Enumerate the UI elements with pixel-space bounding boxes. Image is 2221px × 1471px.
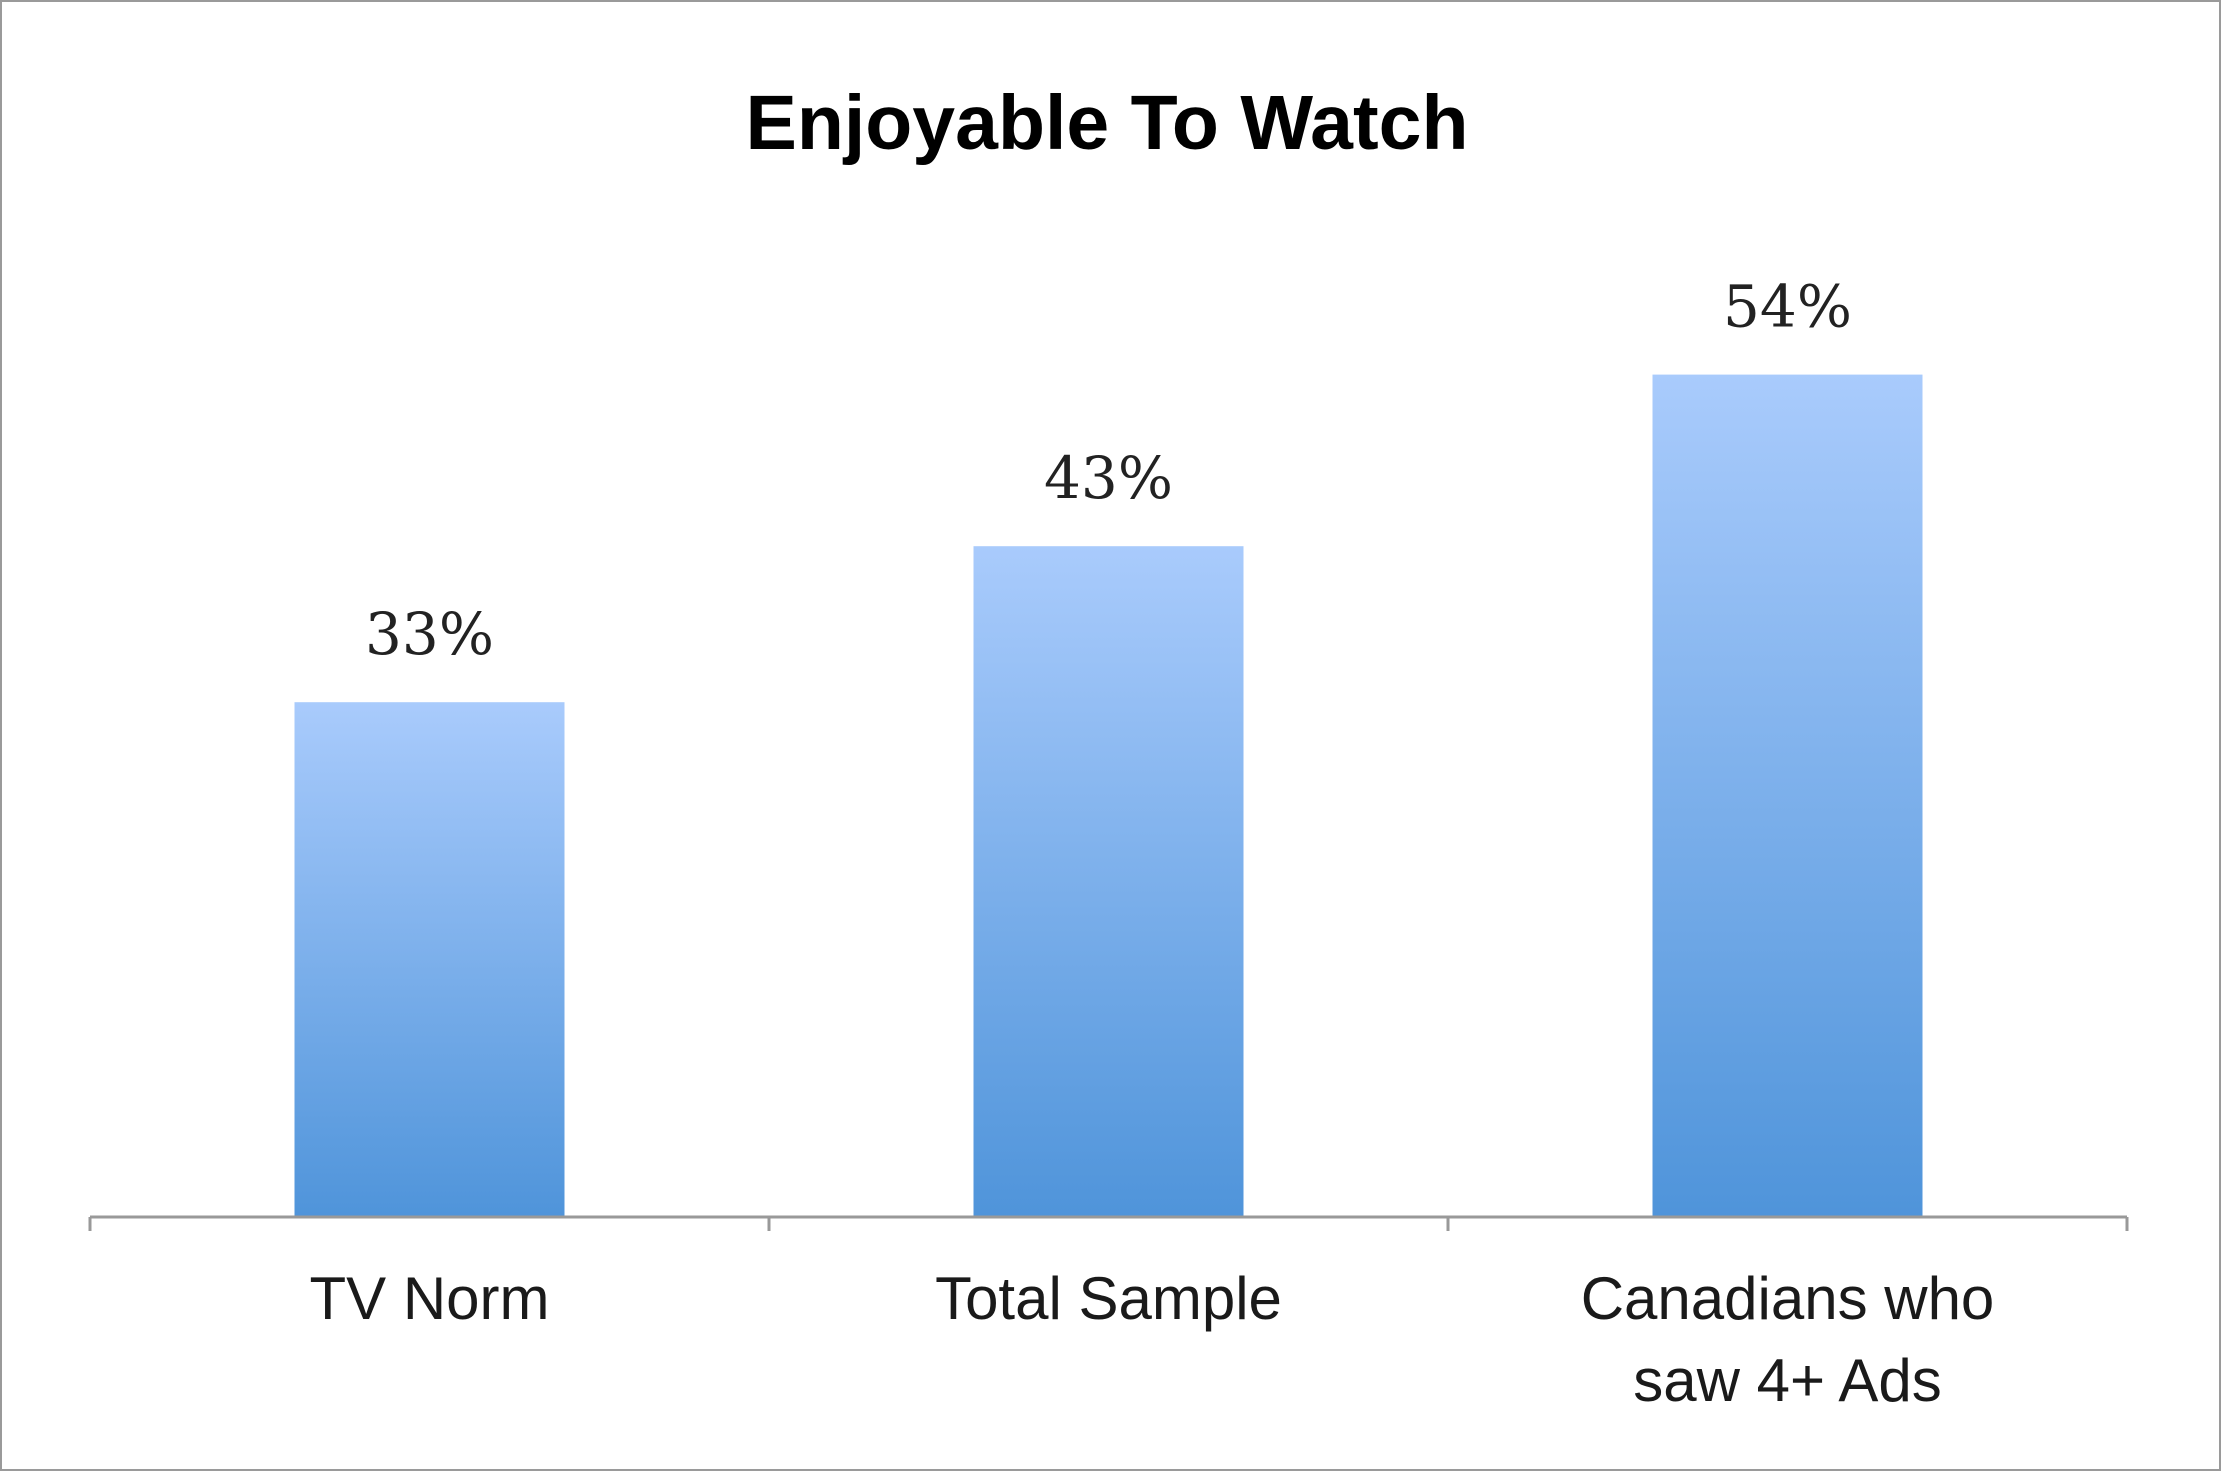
bar-0 (294, 702, 565, 1217)
category-label-2-line-1: saw 4+ Ads (1633, 1347, 1942, 1414)
bar-2 (1652, 374, 1923, 1218)
category-labels-group: TV Norm Total Sample Canadians who saw 4+ A… (310, 1265, 1995, 1414)
category-label-1: Total Sample (935, 1265, 1282, 1332)
value-label-1: 43% (1044, 444, 1173, 512)
category-label-2-line-0: Canadians who (1581, 1265, 1995, 1332)
category-label-0: TV Norm (310, 1265, 550, 1332)
value-labels-group: 33% 43% 54% (365, 273, 1852, 669)
bars-group (294, 374, 1923, 1218)
chart-title: Enjoyable To Watch (745, 80, 1468, 166)
bar-1 (973, 546, 1244, 1217)
value-label-2: 54% (1723, 273, 1852, 341)
value-label-0: 33% (365, 600, 494, 668)
x-axis (88, 1215, 2129, 1231)
